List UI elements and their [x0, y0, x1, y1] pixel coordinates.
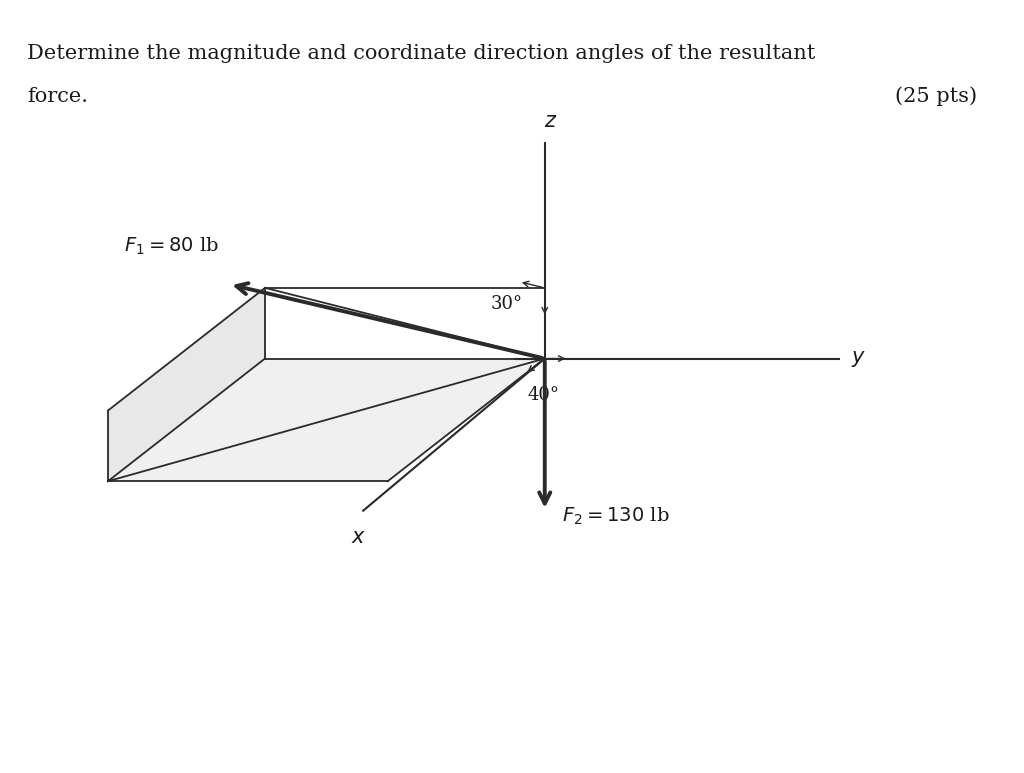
- Text: (25 pts): (25 pts): [895, 87, 977, 107]
- Text: $F_2 = 130$ lb: $F_2 = 130$ lb: [562, 506, 670, 527]
- Text: $F_1 = 80$ lb: $F_1 = 80$ lb: [125, 236, 219, 257]
- Text: $z$: $z$: [544, 112, 557, 131]
- Text: Determine the magnitude and coordinate direction angles of the resultant: Determine the magnitude and coordinate d…: [28, 44, 816, 63]
- Text: 30°: 30°: [490, 295, 523, 313]
- Polygon shape: [108, 359, 545, 482]
- Text: $y$: $y$: [851, 349, 866, 369]
- Text: force.: force.: [28, 87, 88, 106]
- Text: $x$: $x$: [351, 528, 366, 547]
- Polygon shape: [108, 288, 265, 482]
- Text: 40°: 40°: [527, 386, 559, 404]
